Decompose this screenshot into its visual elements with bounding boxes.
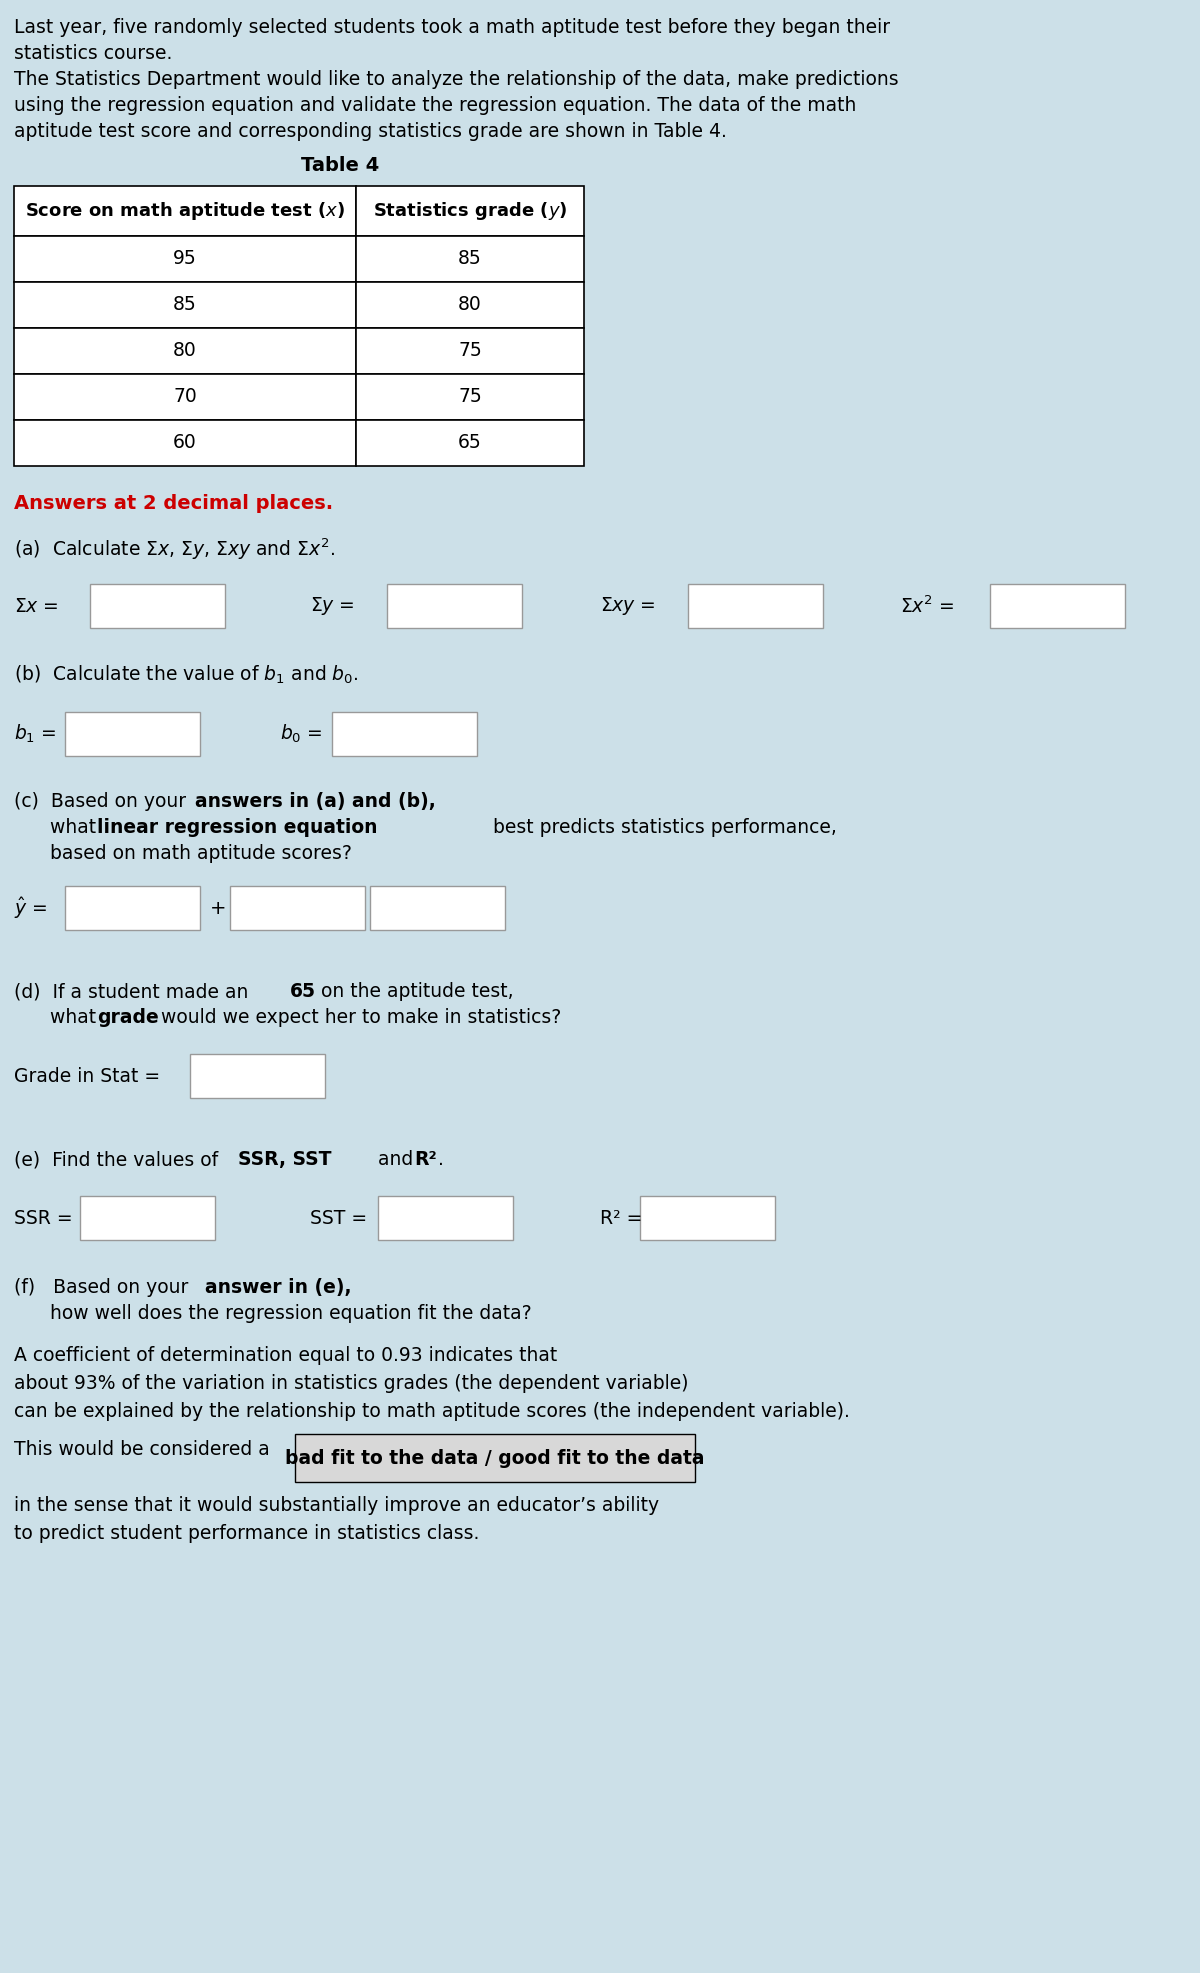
Text: 75: 75	[458, 341, 482, 361]
Text: 65: 65	[458, 434, 482, 452]
Text: .: .	[438, 1150, 444, 1168]
Text: 85: 85	[173, 296, 197, 314]
Bar	[378, 1196, 514, 1239]
Text: SST =: SST =	[310, 1209, 367, 1227]
Text: answers in (a) and (b),: answers in (a) and (b),	[194, 791, 436, 811]
Bar	[356, 282, 584, 328]
Text: bad fit to the data / good fit to the data: bad fit to the data / good fit to the da…	[286, 1448, 704, 1468]
Text: best predicts statistics performance,: best predicts statistics performance,	[487, 819, 836, 837]
Text: $b_1$ =: $b_1$ =	[14, 722, 56, 746]
Bar	[90, 584, 226, 627]
Text: R² =: R² =	[600, 1209, 642, 1227]
Bar	[14, 237, 356, 282]
Text: on the aptitude test,: on the aptitude test,	[314, 983, 514, 1000]
Text: 65: 65	[290, 983, 316, 1000]
Text: statistics course.: statistics course.	[14, 43, 173, 63]
Bar	[990, 584, 1126, 627]
Text: A coefficient of determination equal to 0.93 indicates that: A coefficient of determination equal to …	[14, 1346, 557, 1365]
Text: 95: 95	[173, 249, 197, 268]
Text: answer in (e),: answer in (e),	[205, 1279, 352, 1296]
Bar	[386, 584, 522, 627]
Text: grade: grade	[97, 1008, 158, 1028]
Text: 80: 80	[173, 341, 197, 361]
Bar	[295, 1434, 695, 1482]
Text: 70: 70	[173, 387, 197, 406]
Text: about 93% of the variation in statistics grades (the dependent variable): about 93% of the variation in statistics…	[14, 1373, 689, 1393]
Bar	[356, 375, 584, 420]
Text: 80: 80	[458, 296, 482, 314]
Text: using the regression equation and validate the regression equation. The data of : using the regression equation and valida…	[14, 97, 857, 114]
Bar	[640, 1196, 775, 1239]
Text: (d)  If a student made an: (d) If a student made an	[14, 983, 254, 1000]
Text: Score on math aptitude test ($x$): Score on math aptitude test ($x$)	[25, 199, 344, 223]
Text: (a)  Calculate $\Sigma x$, $\Sigma y$, $\Sigma xy$ and $\Sigma x^2$.: (a) Calculate $\Sigma x$, $\Sigma y$, $\…	[14, 537, 335, 562]
Text: what: what	[50, 1008, 102, 1028]
Text: and: and	[372, 1150, 419, 1168]
Text: 75: 75	[458, 387, 482, 406]
Bar	[80, 1196, 215, 1239]
Bar	[190, 1054, 325, 1099]
Bar	[65, 886, 200, 929]
Bar	[14, 185, 356, 237]
Bar	[356, 185, 584, 237]
Bar	[230, 886, 365, 929]
Text: (f)   Based on your: (f) Based on your	[14, 1279, 194, 1296]
Text: based on math aptitude scores?: based on math aptitude scores?	[50, 844, 352, 862]
Bar	[14, 328, 356, 375]
Text: $\hat{y}$ =: $\hat{y}$ =	[14, 896, 47, 921]
Text: (b)  Calculate the value of $b_1$ and $b_0$.: (b) Calculate the value of $b_1$ and $b_…	[14, 665, 359, 687]
Text: (c)  Based on your: (c) Based on your	[14, 791, 192, 811]
Bar	[14, 282, 356, 328]
Text: $\Sigma y$ =: $\Sigma y$ =	[310, 596, 355, 618]
Text: Grade in Stat =: Grade in Stat =	[14, 1067, 160, 1085]
Text: linear regression equation: linear regression equation	[97, 819, 378, 837]
Text: Table 4: Table 4	[301, 156, 379, 176]
Text: aptitude test score and corresponding statistics grade are shown in Table 4.: aptitude test score and corresponding st…	[14, 122, 727, 140]
Text: Last year, five randomly selected students took a math aptitude test before they: Last year, five randomly selected studen…	[14, 18, 890, 37]
Text: 60: 60	[173, 434, 197, 452]
Text: what: what	[50, 819, 102, 837]
Bar	[14, 420, 356, 466]
Bar	[688, 584, 823, 627]
Text: Answers at 2 decimal places.: Answers at 2 decimal places.	[14, 493, 334, 513]
Text: (e)  Find the values of: (e) Find the values of	[14, 1150, 224, 1168]
Text: to predict student performance in statistics class.: to predict student performance in statis…	[14, 1523, 479, 1543]
Bar	[370, 886, 505, 929]
Text: how well does the regression equation fit the data?: how well does the regression equation fi…	[50, 1304, 532, 1324]
Text: This would be considered a: This would be considered a	[14, 1440, 276, 1458]
Text: $\Sigma x$ =: $\Sigma x$ =	[14, 596, 59, 616]
Text: Statistics grade ($y$): Statistics grade ($y$)	[373, 199, 568, 223]
Text: 85: 85	[458, 249, 482, 268]
Text: SSR =: SSR =	[14, 1209, 73, 1227]
Bar	[356, 237, 584, 282]
Bar	[14, 375, 356, 420]
Text: in the sense that it would substantially improve an educator’s ability: in the sense that it would substantially…	[14, 1496, 659, 1515]
Text: The Statistics Department would like to analyze the relationship of the data, ma: The Statistics Department would like to …	[14, 69, 899, 89]
Bar	[65, 712, 200, 756]
Bar	[356, 420, 584, 466]
Bar	[332, 712, 478, 756]
Text: R²: R²	[414, 1150, 437, 1168]
Bar	[356, 328, 584, 375]
Text: can be explained by the relationship to math aptitude scores (the independent va: can be explained by the relationship to …	[14, 1403, 850, 1421]
Text: would we expect her to make in statistics?: would we expect her to make in statistic…	[155, 1008, 562, 1028]
Text: SSR, SST: SSR, SST	[238, 1150, 331, 1168]
Text: +: +	[210, 898, 227, 917]
Text: $b_0$ =: $b_0$ =	[280, 722, 323, 746]
Text: $\Sigma xy$ =: $\Sigma xy$ =	[600, 596, 655, 618]
Text: $\Sigma x^2$ =: $\Sigma x^2$ =	[900, 596, 954, 618]
